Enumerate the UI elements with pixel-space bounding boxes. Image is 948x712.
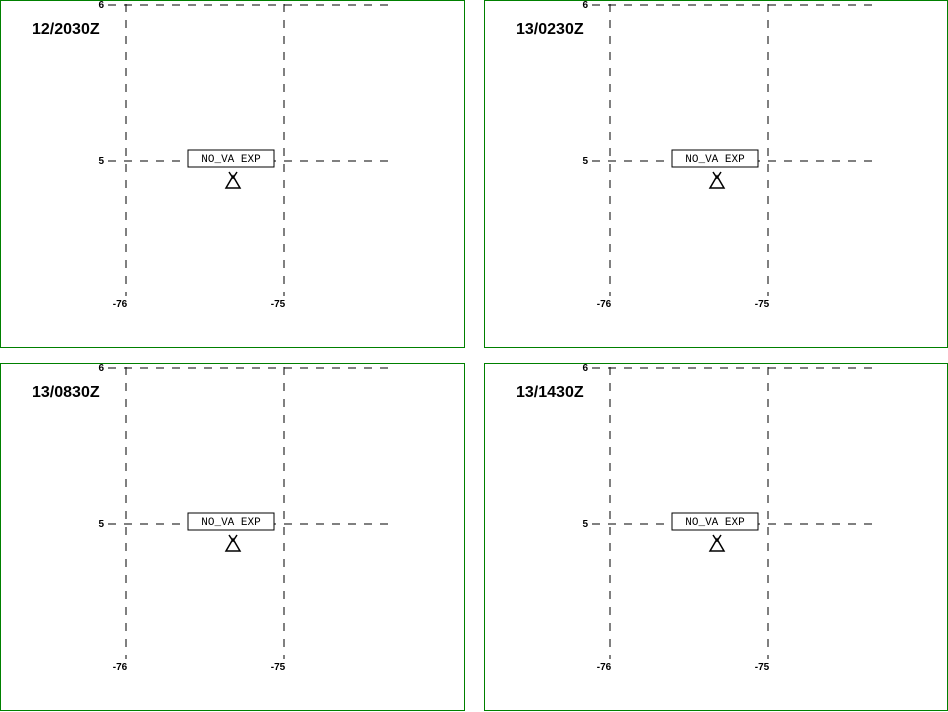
- panel-border: [484, 0, 948, 348]
- label-box: [671, 512, 759, 531]
- longitude-label: -75: [755, 299, 770, 310]
- latitude-label: 5: [98, 156, 104, 167]
- label-box-text: NO_VA EXP: [201, 517, 261, 529]
- latitude-label: 5: [582, 156, 588, 167]
- longitude-label: -75: [755, 662, 770, 673]
- latitude-label: 5: [582, 519, 588, 530]
- longitude-label: -75: [271, 299, 286, 310]
- volcano-symbol: [224, 171, 242, 189]
- longitude-label: -76: [113, 662, 128, 673]
- panel-border: [0, 363, 465, 711]
- valid-time: 13/1430Z: [516, 384, 584, 401]
- valid-time: 13/0830Z: [32, 384, 100, 401]
- label-box: [187, 512, 275, 531]
- longitude-label: -75: [271, 662, 286, 673]
- label-box-text: NO_VA EXP: [201, 154, 261, 166]
- latitude-label: 6: [98, 363, 104, 374]
- volcano-symbol: [224, 534, 242, 552]
- valid-time: 13/0230Z: [516, 21, 584, 38]
- map-panel: 12/2030Z 6 5 -76 -75 NO_VA EXP: [0, 0, 465, 348]
- latitude-label: 6: [582, 0, 588, 11]
- volcano-symbol: [708, 171, 726, 189]
- longitude-label: -76: [597, 299, 612, 310]
- longitude-label: -76: [597, 662, 612, 673]
- longitude-label: -76: [113, 299, 128, 310]
- valid-time: 12/2030Z: [32, 21, 100, 38]
- map-panel: 13/0230Z 6 5 -76 -75 NO_VA EXP: [484, 0, 948, 348]
- map-panel: 13/0830Z 6 5 -76 -75 NO_VA EXP: [0, 363, 465, 711]
- map-panel: 13/1430Z 6 5 -76 -75 NO_VA EXP: [484, 363, 948, 711]
- latitude-label: 6: [98, 0, 104, 11]
- latitude-label: 6: [582, 363, 588, 374]
- label-box-text: NO_VA EXP: [685, 154, 745, 166]
- volcano-symbol: [708, 534, 726, 552]
- label-box-text: NO_VA EXP: [685, 517, 745, 529]
- panel-border: [484, 363, 948, 711]
- latitude-label: 5: [98, 519, 104, 530]
- label-box: [671, 149, 759, 168]
- panel-border: [0, 0, 465, 348]
- label-box: [187, 149, 275, 168]
